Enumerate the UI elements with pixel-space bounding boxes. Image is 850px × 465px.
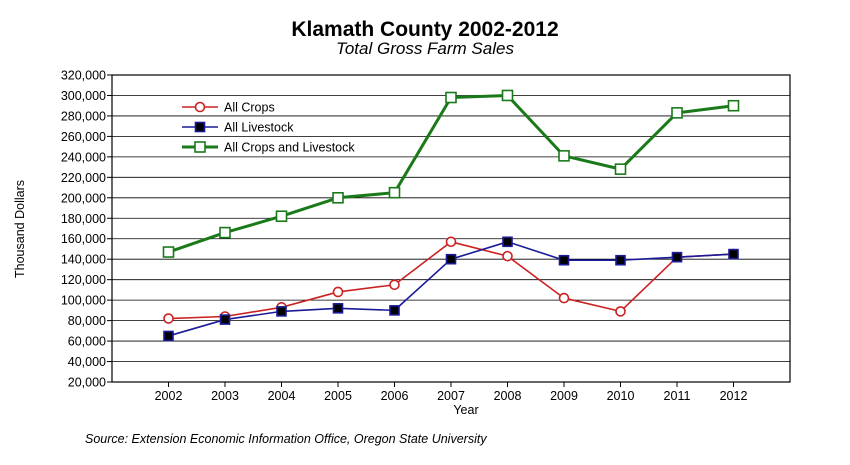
all-crops-and-livestock-point: [388, 186, 401, 199]
all-livestock-point: [728, 248, 739, 260]
all-crops-and-livestock-point: [275, 210, 288, 223]
legend: All Crops All Livestock All Crops and Live…: [182, 101, 355, 155]
y-tick-label: 80,000: [68, 314, 106, 328]
y-tick-label: 220,000: [61, 171, 106, 185]
y-tick-label: 60,000: [68, 335, 106, 349]
series-all-crops-and-livestock: [162, 89, 740, 258]
legend-marker: [194, 101, 206, 113]
y-tick-label: 320,000: [61, 69, 106, 83]
all-livestock-point: [671, 251, 683, 263]
all-livestock-point: [163, 330, 174, 342]
y-tick-label: 240,000: [61, 150, 106, 164]
all-crops-point: [163, 313, 174, 324]
all-livestock-point: [445, 253, 457, 265]
y-tick-label: 100,000: [61, 294, 106, 308]
all-livestock-point: [389, 305, 400, 316]
plot-area: [112, 75, 790, 382]
x-tick-label: 2010: [607, 389, 635, 403]
all-crops-and-livestock-point: [671, 107, 683, 119]
legend-label: All Crops and Livestock: [224, 141, 355, 155]
all-crops-point: [332, 286, 344, 298]
chart-subtitle: Total Gross Farm Sales: [336, 39, 514, 58]
all-crops-and-livestock-point: [219, 226, 231, 239]
x-tick-label: 2011: [664, 389, 691, 403]
x-tick-label: 2012: [720, 389, 748, 403]
all-crops-point: [558, 292, 570, 304]
all-crops-point: [445, 236, 457, 248]
y-tick-label: 180,000: [61, 212, 106, 226]
x-tick-label: 2005: [324, 389, 352, 403]
all-crops-and-livestock-point: [332, 192, 344, 204]
y-tick-label: 260,000: [61, 130, 106, 144]
legend-item-all-crops: All Crops: [182, 101, 275, 115]
all-crops-and-livestock-point: [501, 89, 514, 102]
y-axis-label: Thousand Dollars: [13, 180, 27, 278]
source-note: Source: Extension Economic Information O…: [85, 432, 487, 446]
y-axis-ticks: 20,000 40,000 60,000 80,000 100,000 120,000 14…: [61, 69, 112, 390]
legend-marker: [194, 121, 206, 133]
all-crops-and-livestock-point: [727, 99, 740, 112]
all-livestock-point: [558, 254, 570, 266]
y-tick-label: 280,000: [61, 109, 106, 123]
x-tick-label: 2007: [437, 389, 465, 403]
all-crops-point: [615, 306, 626, 317]
x-tick-label: 2003: [211, 389, 239, 403]
all-crops-and-livestock-point: [558, 150, 570, 162]
all-livestock-point: [219, 314, 231, 325]
all-livestock-point: [332, 303, 344, 314]
all-crops-and-livestock-point: [614, 163, 627, 175]
x-axis-ticks: 2002 2003 2004 2005 2006 2007 2008 2009 2010 2011…: [155, 382, 748, 403]
series-group: [162, 89, 740, 342]
x-tick-label: 2009: [550, 389, 578, 403]
all-crops-and-livestock-point: [445, 91, 457, 104]
y-tick-label: 20,000: [68, 376, 106, 390]
all-livestock-point: [502, 236, 513, 248]
all-livestock-point: [276, 306, 287, 317]
chart-title: Klamath County 2002-2012: [291, 18, 558, 41]
series-all-livestock: [163, 236, 739, 342]
y-tick-label: 200,000: [61, 191, 106, 205]
all-crops-point: [502, 250, 513, 262]
all-livestock-point: [615, 254, 626, 266]
y-tick-label: 140,000: [61, 253, 106, 267]
x-axis-label: Year: [453, 403, 478, 417]
y-tick-label: 120,000: [61, 273, 106, 287]
legend-marker: [194, 141, 206, 153]
all-crops-point: [389, 279, 400, 291]
legend-item-all-livestock: All Livestock: [182, 121, 294, 135]
y-tick-label: 300,000: [61, 89, 106, 103]
x-tick-label: 2004: [268, 389, 296, 403]
all-crops-and-livestock-point: [162, 246, 175, 258]
x-tick-label: 2008: [494, 389, 522, 403]
legend-label: All Crops: [224, 101, 275, 115]
x-tick-label: 2002: [155, 389, 183, 403]
y-tick-label: 160,000: [61, 232, 106, 246]
legend-label: All Livestock: [224, 121, 294, 135]
x-tick-label: 2006: [381, 389, 409, 403]
legend-item-all-crops-and-livestock: All Crops and Livestock: [182, 141, 355, 155]
y-tick-label: 40,000: [68, 355, 106, 369]
